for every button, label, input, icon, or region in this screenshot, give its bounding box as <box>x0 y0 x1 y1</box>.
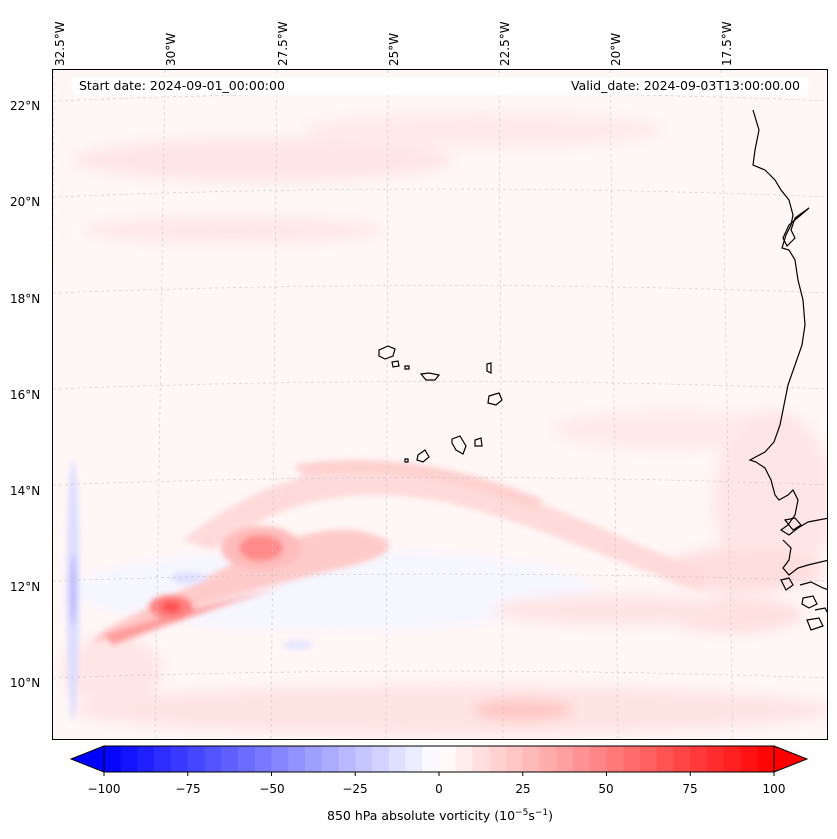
colorbar-ticks <box>103 772 775 776</box>
colorbar-tick-label: 75 <box>682 782 698 796</box>
colorbar-segment <box>405 746 423 772</box>
lat-label-12n: 12°N <box>10 580 41 594</box>
graticule <box>53 70 827 739</box>
colorbar-tick-label: 0 <box>435 782 443 796</box>
negative-vorticity-areas <box>67 460 313 720</box>
colorbar-segment <box>254 746 272 772</box>
lat-label-16n: 16°N <box>10 388 41 402</box>
colorbar-segment <box>238 746 256 772</box>
lat-label-10n: 10°N <box>10 676 41 690</box>
lon-label-30w: 30°W <box>164 32 178 66</box>
colorbar-tick-label: −25 <box>342 782 368 796</box>
colorbar-segment <box>640 746 658 772</box>
colorbar-tick-label: 25 <box>515 782 531 796</box>
lat-label-18n: 18°N <box>10 292 41 306</box>
colorbar-label: 850 hPa absolute vorticity (10−5s−1) <box>326 808 554 824</box>
colorbar-tick-label: −50 <box>259 782 285 796</box>
colorbar-segment <box>573 746 591 772</box>
lon-label-27-5w: 27.5°W <box>276 21 290 66</box>
colorbar-segment <box>388 746 406 772</box>
colorbar-segment <box>506 746 524 772</box>
colorbar-segment <box>472 746 490 772</box>
colorbar-segment <box>723 746 741 772</box>
colorbar-segment <box>522 746 540 772</box>
colorbar-high-extend-arrow <box>773 745 809 773</box>
colorbar-segment <box>171 746 189 772</box>
colorbar-segments <box>104 746 775 772</box>
colorbar-segment <box>740 746 758 772</box>
colorbar-segment <box>104 746 122 772</box>
colorbar-tick-label: 50 <box>598 782 614 796</box>
lon-label-25w: 25°W <box>387 32 401 66</box>
colorbar-segment <box>288 746 306 772</box>
colorbar-segment <box>305 746 323 772</box>
colorbar-segment <box>673 746 691 772</box>
colorbar-segment <box>204 746 222 772</box>
colorbar-segment <box>489 746 507 772</box>
valid-date-label: Valid_date: 2024-09-03T13:00:00.00 <box>570 78 800 93</box>
colorbar-segment <box>606 746 624 772</box>
colorbar-segment <box>589 746 607 772</box>
colorbar-segment <box>656 746 674 772</box>
lat-label-22n: 22°N <box>10 99 41 113</box>
colorbar-segment <box>539 746 557 772</box>
colorbar-segment <box>120 746 138 772</box>
colorbar-tick-label: 100 <box>762 782 786 796</box>
colorbar <box>70 745 809 776</box>
title-background <box>72 77 808 95</box>
colorbar-segment <box>321 746 339 772</box>
colorbar-segment <box>707 746 725 772</box>
weak-vorticity-patches <box>63 112 827 735</box>
start-date-label: Start date: 2024-09-01_00:00:00 <box>79 78 285 93</box>
colorbar-segment <box>439 746 457 772</box>
colorbar-segment <box>338 746 356 772</box>
colorbar-segment <box>187 746 205 772</box>
lon-label-22-5w: 22.5°W <box>498 21 512 66</box>
colorbar-tick-label: −100 <box>87 782 121 796</box>
colorbar-segment <box>422 746 440 772</box>
colorbar-segment <box>623 746 641 772</box>
african-coastline <box>748 109 827 631</box>
lon-label-32-5w: 32.5°W <box>53 21 67 66</box>
lat-label-14n: 14°N <box>10 484 41 498</box>
colorbar-segment <box>690 746 708 772</box>
colorbar-segment <box>372 746 390 772</box>
lat-label-20n: 20°N <box>10 195 41 209</box>
vorticity-band <box>93 459 703 645</box>
colorbar-segment <box>556 746 574 772</box>
colorbar-segment <box>137 746 155 772</box>
colorbar-segment <box>757 746 775 772</box>
colorbar-segment <box>221 746 239 772</box>
colorbar-low-extend-arrow <box>70 745 105 773</box>
colorbar-segment <box>271 746 289 772</box>
lon-label-20w: 20°W <box>609 32 623 66</box>
lon-label-17-5w: 17.5°W <box>720 21 734 66</box>
colorbar-segment <box>355 746 373 772</box>
map-panel <box>52 69 828 740</box>
cabo-verde-islands <box>378 345 503 463</box>
colorbar-tick-label: −75 <box>175 782 201 796</box>
vorticity-map <box>53 70 827 739</box>
colorbar-segment <box>455 746 473 772</box>
colorbar-segment <box>154 746 172 772</box>
